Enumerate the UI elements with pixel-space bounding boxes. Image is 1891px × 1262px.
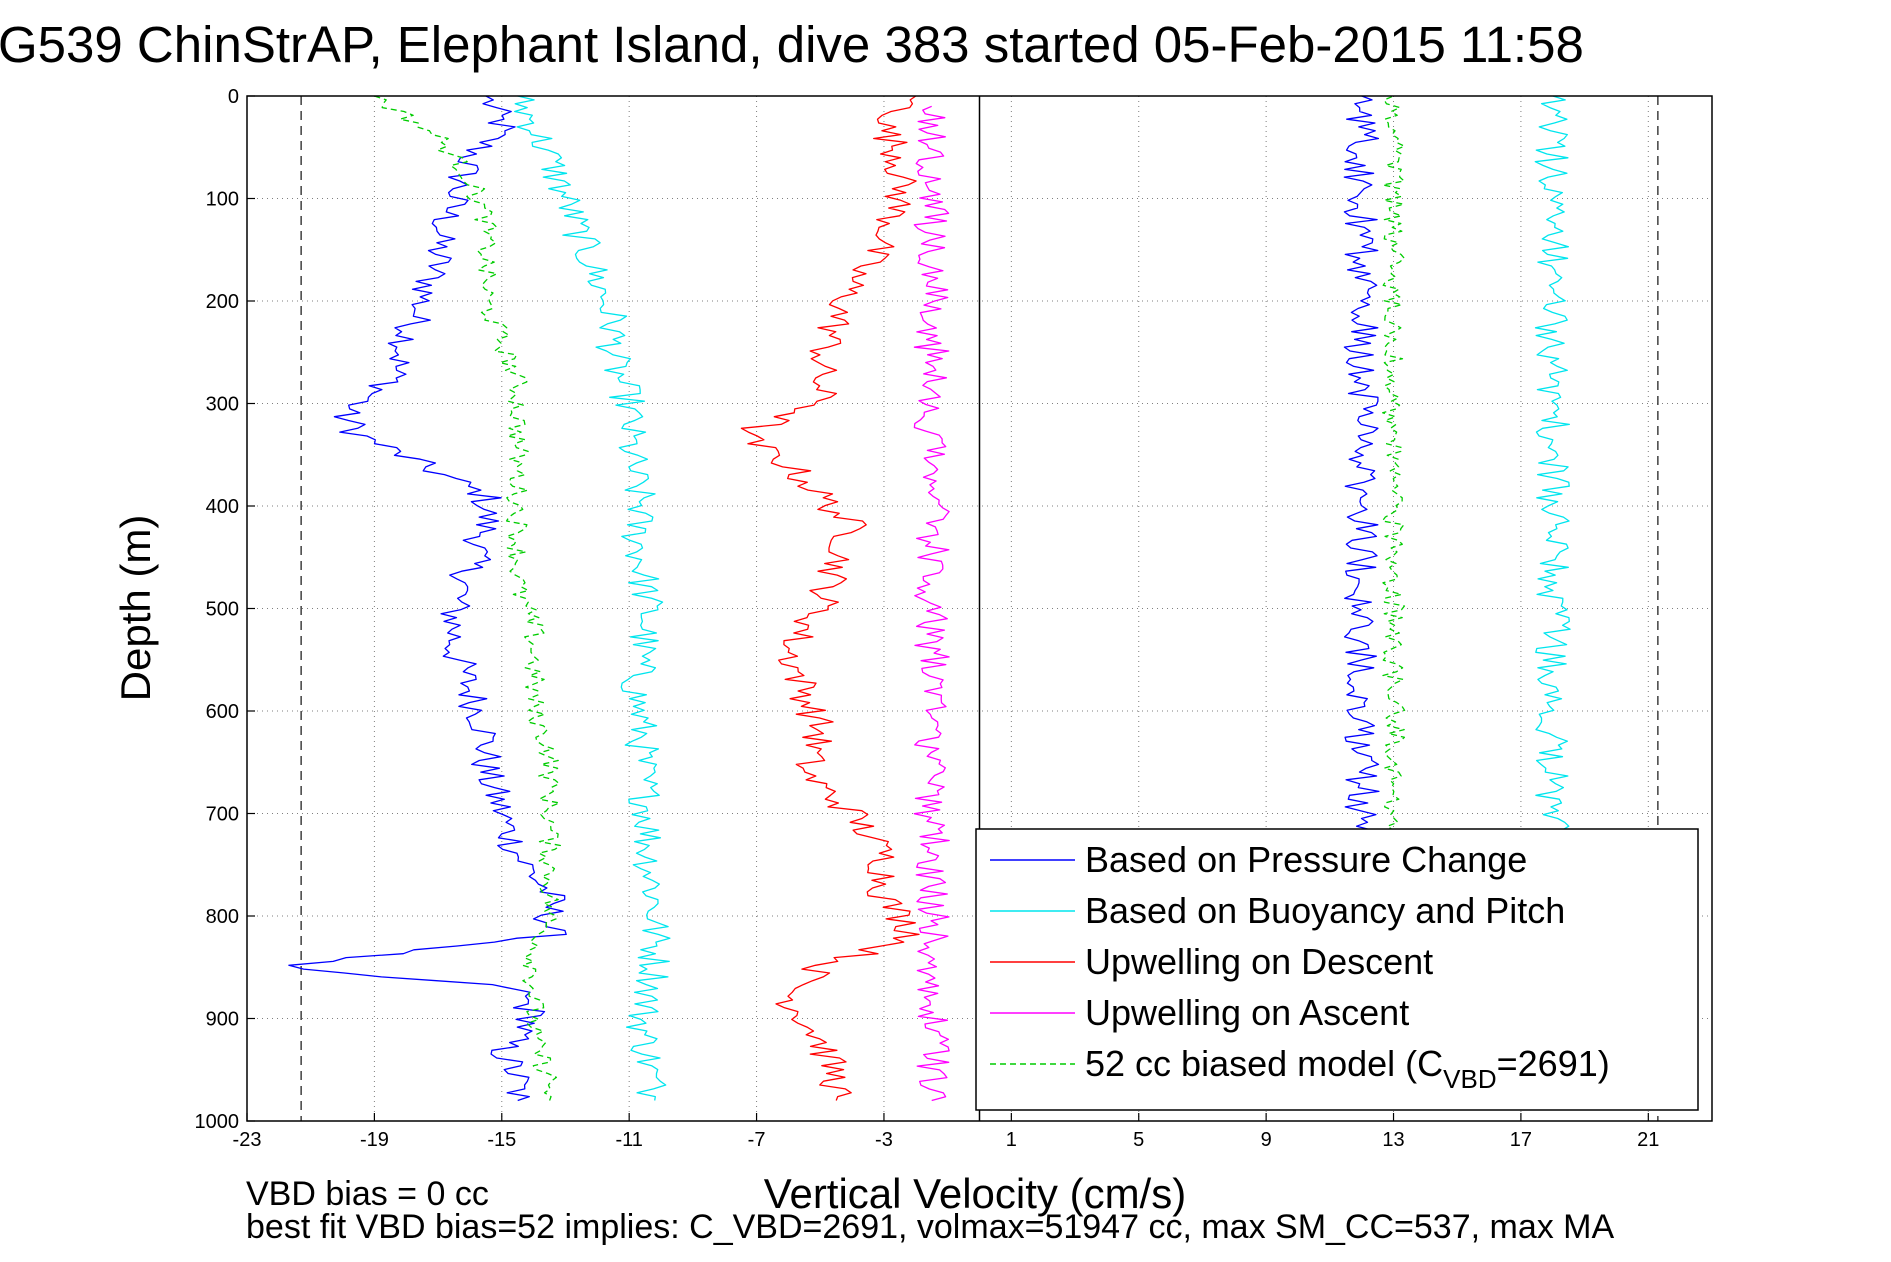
legend-box xyxy=(975,828,1699,1111)
legend-entry: Upwelling on Descent xyxy=(990,941,1433,982)
y-tick-label: 100 xyxy=(206,189,239,211)
y-tick-label: 500 xyxy=(206,599,239,621)
legend-label: Upwelling on Descent xyxy=(1085,941,1433,982)
x-tick-label: 21 xyxy=(1637,1129,1659,1151)
legend-entry: Based on Buoyancy and Pitch xyxy=(990,890,1565,931)
x-tick-label: 1 xyxy=(1006,1129,1017,1151)
y-tick-label: 300 xyxy=(206,394,239,416)
vbd-bias-note: VBD bias = 0 cc xyxy=(246,1175,489,1213)
x-tick-label: -19 xyxy=(360,1129,389,1151)
legend: Based on Pressure Change Based on Buoyanc… xyxy=(975,828,1699,1111)
series-line xyxy=(740,95,920,1101)
legend-entry: Based on Pressure Change xyxy=(990,839,1527,880)
legend-label: Based on Buoyancy and Pitch xyxy=(1085,890,1565,931)
x-tick-label: -23 xyxy=(233,1129,262,1151)
y-axis-ticks: 0 100 200 300 400 500 600 700 800 900 1000 xyxy=(195,86,255,1133)
series-2 xyxy=(740,95,920,1101)
x-tick-label: -7 xyxy=(748,1129,766,1151)
legend-label: Based on Pressure Change xyxy=(1085,839,1527,880)
best-fit-note: best fit VBD bias=52 implies: C_VBD=2691… xyxy=(246,1208,1615,1246)
x-tick-label: 5 xyxy=(1133,1129,1144,1151)
x-tick-label: 17 xyxy=(1510,1129,1532,1151)
x-tick-label: -15 xyxy=(487,1129,516,1151)
y-tick-label: 600 xyxy=(206,701,239,723)
series-3 xyxy=(913,105,950,1102)
x-tick-label: -3 xyxy=(875,1129,893,1151)
legend-entry: Upwelling on Ascent xyxy=(990,992,1409,1033)
y-axis-label: Depth (m) xyxy=(112,515,159,702)
x-axis-ticks: -23 -19 -15 -11 -7 -3 1 5 9 13 17 21 xyxy=(233,1113,1659,1151)
series-line xyxy=(514,95,671,1101)
y-tick-label: 700 xyxy=(206,804,239,826)
y-tick-label: 800 xyxy=(206,906,239,928)
legend-label: Upwelling on Ascent xyxy=(1085,992,1409,1033)
y-tick-label: 1000 xyxy=(195,1111,240,1133)
x-tick-label: -11 xyxy=(615,1129,642,1151)
x-tick-label: 13 xyxy=(1382,1129,1404,1151)
y-tick-label: 0 xyxy=(228,86,239,108)
series-line xyxy=(374,95,562,1101)
y-tick-label: 200 xyxy=(206,291,239,313)
x-tick-label: 9 xyxy=(1261,1129,1272,1151)
y-tick-label: 900 xyxy=(206,1009,239,1031)
series-line xyxy=(913,105,950,1102)
series-line xyxy=(288,95,567,1102)
y-tick-label: 400 xyxy=(206,496,239,518)
x-axis-label: Vertical Velocity (cm/s) xyxy=(764,1170,1186,1217)
chart-title: G539 ChinStrAP, Elephant Island, dive 38… xyxy=(0,16,1584,73)
